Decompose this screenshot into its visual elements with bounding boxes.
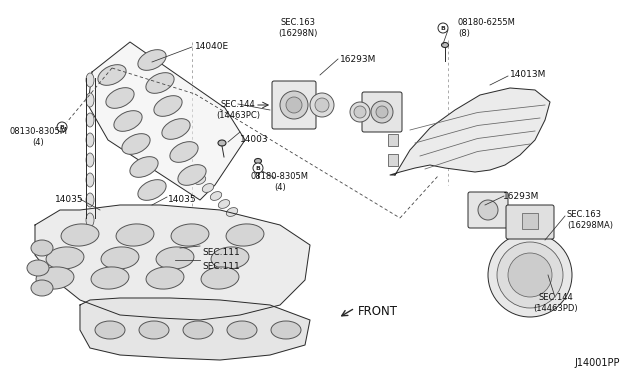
Circle shape xyxy=(280,91,308,119)
Ellipse shape xyxy=(154,96,182,116)
Text: 16293M: 16293M xyxy=(340,55,376,64)
Text: B: B xyxy=(60,125,65,129)
Text: 14003: 14003 xyxy=(240,135,269,144)
Ellipse shape xyxy=(130,157,158,177)
Polygon shape xyxy=(35,205,310,320)
Circle shape xyxy=(438,23,448,33)
Polygon shape xyxy=(80,298,310,360)
Text: FRONT: FRONT xyxy=(358,305,398,318)
Ellipse shape xyxy=(146,267,184,289)
Circle shape xyxy=(376,106,388,118)
Ellipse shape xyxy=(170,142,198,162)
Ellipse shape xyxy=(138,50,166,70)
Circle shape xyxy=(57,122,67,132)
Text: SEC.111: SEC.111 xyxy=(202,262,240,271)
Circle shape xyxy=(350,102,370,122)
Bar xyxy=(388,114,398,126)
FancyBboxPatch shape xyxy=(362,92,402,132)
Ellipse shape xyxy=(101,247,139,269)
FancyBboxPatch shape xyxy=(468,192,508,228)
Ellipse shape xyxy=(36,267,74,289)
Text: 08180-6255M
(8): 08180-6255M (8) xyxy=(458,18,516,38)
Ellipse shape xyxy=(31,240,53,256)
Ellipse shape xyxy=(122,134,150,154)
Bar xyxy=(522,213,538,229)
Polygon shape xyxy=(390,88,550,175)
Text: B: B xyxy=(255,166,260,170)
Ellipse shape xyxy=(86,73,94,87)
Ellipse shape xyxy=(139,321,169,339)
Text: SEC.144
(14463PD): SEC.144 (14463PD) xyxy=(534,293,579,313)
Circle shape xyxy=(497,242,563,308)
Ellipse shape xyxy=(27,260,49,276)
Circle shape xyxy=(315,98,329,112)
Circle shape xyxy=(478,200,498,220)
Ellipse shape xyxy=(186,167,198,176)
Text: 14035: 14035 xyxy=(55,195,84,204)
Ellipse shape xyxy=(202,183,214,192)
Ellipse shape xyxy=(218,140,226,146)
FancyBboxPatch shape xyxy=(272,81,316,129)
Text: SEC.144
(14463PC): SEC.144 (14463PC) xyxy=(216,100,260,120)
Ellipse shape xyxy=(255,158,262,164)
Ellipse shape xyxy=(61,224,99,246)
Ellipse shape xyxy=(211,247,249,269)
Ellipse shape xyxy=(114,110,142,131)
Ellipse shape xyxy=(146,73,174,93)
Text: 08130-8305M
(4): 08130-8305M (4) xyxy=(9,127,67,147)
Ellipse shape xyxy=(211,192,221,201)
Ellipse shape xyxy=(138,180,166,201)
Ellipse shape xyxy=(98,65,126,85)
Text: SEC.111: SEC.111 xyxy=(202,248,240,257)
Ellipse shape xyxy=(86,113,94,127)
Ellipse shape xyxy=(91,267,129,289)
FancyBboxPatch shape xyxy=(506,205,554,239)
Ellipse shape xyxy=(195,176,205,185)
Circle shape xyxy=(286,97,302,113)
Circle shape xyxy=(310,93,334,117)
Polygon shape xyxy=(88,42,245,200)
Ellipse shape xyxy=(171,224,209,246)
Text: 08180-8305M
(4): 08180-8305M (4) xyxy=(251,172,309,192)
Bar xyxy=(388,154,398,166)
Ellipse shape xyxy=(86,173,94,187)
Ellipse shape xyxy=(227,208,237,217)
Ellipse shape xyxy=(86,153,94,167)
Circle shape xyxy=(488,233,572,317)
Ellipse shape xyxy=(86,213,94,227)
Circle shape xyxy=(508,253,552,297)
Ellipse shape xyxy=(178,165,206,185)
Ellipse shape xyxy=(183,321,213,339)
Ellipse shape xyxy=(442,42,449,48)
Text: 14013M: 14013M xyxy=(510,70,547,79)
Ellipse shape xyxy=(31,280,53,296)
Circle shape xyxy=(354,106,366,118)
Ellipse shape xyxy=(95,321,125,339)
Ellipse shape xyxy=(106,88,134,108)
Bar xyxy=(388,134,398,146)
Ellipse shape xyxy=(271,321,301,339)
Ellipse shape xyxy=(156,247,194,269)
Ellipse shape xyxy=(162,119,190,140)
Ellipse shape xyxy=(86,193,94,207)
Text: B: B xyxy=(440,26,445,31)
Circle shape xyxy=(253,163,263,173)
Text: SEC.163
(16298MA): SEC.163 (16298MA) xyxy=(567,210,613,230)
Text: 16293M: 16293M xyxy=(503,192,540,201)
Text: 14040E: 14040E xyxy=(195,42,229,51)
Ellipse shape xyxy=(86,93,94,107)
Circle shape xyxy=(371,101,393,123)
Text: SEC.163
(16298N): SEC.163 (16298N) xyxy=(278,18,317,38)
Text: J14001PP: J14001PP xyxy=(575,358,620,368)
Ellipse shape xyxy=(116,224,154,246)
Ellipse shape xyxy=(46,247,84,269)
Ellipse shape xyxy=(226,224,264,246)
Text: 14035: 14035 xyxy=(168,195,196,204)
Ellipse shape xyxy=(201,267,239,289)
Ellipse shape xyxy=(86,133,94,147)
Ellipse shape xyxy=(218,199,230,208)
Ellipse shape xyxy=(227,321,257,339)
